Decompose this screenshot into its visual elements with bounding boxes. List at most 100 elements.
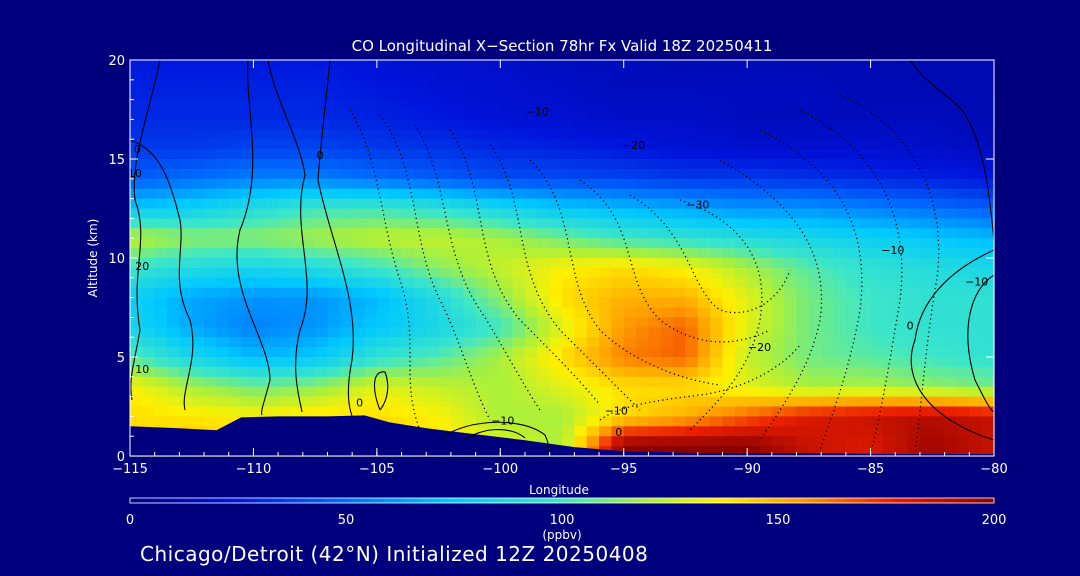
heatmap-cell — [586, 99, 600, 111]
heatmap-cell — [685, 426, 699, 437]
heatmap-cell — [204, 109, 217, 120]
heatmap-cell — [747, 267, 761, 279]
heatmap-cell — [956, 258, 970, 269]
heatmap-cell — [882, 446, 896, 457]
heatmap-cell — [734, 69, 748, 81]
heatmap-cell — [562, 248, 575, 259]
heatmap-cell — [228, 277, 242, 289]
heatmap-cell — [167, 317, 180, 328]
heatmap-cell — [191, 109, 205, 120]
heatmap-cell — [426, 416, 440, 427]
heatmap-cell — [623, 159, 637, 170]
heatmap-cell — [142, 396, 156, 408]
heatmap-cell — [191, 287, 205, 299]
heatmap-cell — [932, 79, 946, 91]
heatmap-cell — [821, 347, 835, 358]
heatmap-cell — [278, 109, 292, 120]
heatmap-cell — [870, 60, 884, 71]
heatmap-cell — [673, 129, 687, 140]
heatmap-cell — [549, 168, 563, 180]
heatmap-cell — [685, 376, 699, 388]
heatmap-cell — [636, 99, 649, 111]
heatmap-cell — [870, 406, 884, 417]
heatmap-cell — [315, 99, 329, 111]
heatmap-cell — [537, 129, 551, 140]
heatmap-cell — [969, 109, 983, 120]
heatmap-cell — [648, 89, 662, 101]
heatmap-cell — [660, 357, 674, 368]
heatmap-cell — [426, 287, 440, 299]
heatmap-cell — [574, 307, 588, 318]
heatmap-cell — [228, 228, 242, 239]
heatmap-cell — [389, 317, 403, 328]
heatmap-cell — [549, 228, 563, 239]
heatmap-cell — [599, 228, 612, 239]
heatmap-cell — [562, 258, 575, 269]
heatmap-cell — [500, 218, 514, 229]
heatmap-cell — [142, 218, 156, 229]
heatmap-cell — [907, 159, 921, 170]
heatmap-cell — [228, 317, 242, 328]
heatmap-cell — [241, 258, 255, 269]
contour-line-solid — [267, 59, 308, 413]
heatmap-cell — [636, 149, 649, 160]
colorbar-segment — [362, 498, 367, 503]
heatmap-cell — [487, 277, 501, 289]
heatmap-cell — [167, 109, 180, 120]
heatmap-cell — [858, 119, 872, 130]
heatmap-cell — [734, 426, 748, 437]
heatmap-cell — [599, 347, 612, 358]
heatmap-cell — [290, 69, 304, 81]
heatmap-cell — [784, 347, 798, 358]
heatmap-cell — [623, 287, 637, 299]
heatmap-cell — [845, 79, 859, 91]
heatmap-cell — [599, 396, 612, 408]
colorbar-segment — [178, 498, 183, 503]
heatmap-cell — [204, 119, 217, 130]
heatmap-cell — [944, 119, 958, 130]
heatmap-cell — [302, 248, 316, 259]
heatmap-cell — [376, 238, 390, 249]
heatmap-cell — [907, 416, 921, 427]
heatmap-cell — [426, 317, 440, 328]
heatmap-cell — [660, 79, 674, 91]
heatmap-cell — [413, 129, 427, 140]
heatmap-cell — [154, 188, 168, 200]
heatmap-cell — [919, 159, 933, 170]
heatmap-cell — [450, 337, 464, 348]
colorbar-segment — [434, 498, 439, 503]
heatmap-cell — [253, 228, 267, 239]
heatmap-cell — [919, 69, 933, 81]
heatmap-cell — [759, 119, 773, 130]
heatmap-cell — [463, 258, 477, 269]
heatmap-cell — [191, 79, 205, 91]
heatmap-cell — [710, 297, 724, 309]
heatmap-cell — [241, 317, 255, 328]
heatmap-cell — [376, 347, 390, 358]
heatmap-cell — [204, 267, 217, 279]
heatmap-cell — [524, 109, 538, 120]
colorbar-segment — [210, 498, 215, 503]
heatmap-cell — [574, 396, 588, 408]
heatmap-cell — [265, 347, 279, 358]
heatmap-cell — [191, 119, 205, 130]
heatmap-cell — [796, 109, 810, 120]
heatmap-cell — [487, 89, 501, 101]
heatmap-cell — [599, 188, 612, 200]
heatmap-cell — [685, 297, 699, 309]
heatmap-cell — [623, 119, 637, 130]
heatmap-cell — [870, 129, 884, 140]
heatmap-cell — [734, 416, 748, 427]
heatmap-cell — [623, 168, 637, 180]
heatmap-cell — [216, 129, 230, 140]
heatmap-cell — [228, 119, 242, 130]
heatmap-cell — [956, 307, 970, 318]
heatmap-cell — [771, 337, 785, 348]
heatmap-cell — [611, 357, 625, 368]
heatmap-cell — [253, 119, 267, 130]
heatmap-cell — [586, 228, 600, 239]
heatmap-cell — [130, 178, 143, 190]
heatmap-cell — [969, 248, 983, 259]
heatmap-cell — [512, 178, 526, 190]
heatmap-cell — [648, 436, 662, 447]
